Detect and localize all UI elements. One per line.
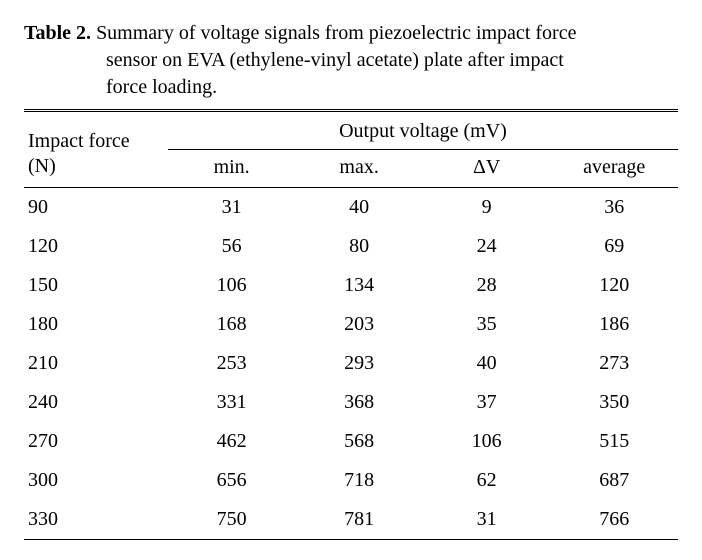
header-deltav: ΔV xyxy=(423,150,551,188)
cell-deltav: 40 xyxy=(423,344,551,383)
cell-min: 56 xyxy=(168,227,296,266)
cell-deltav: 62 xyxy=(423,461,551,500)
cell-max: 134 xyxy=(295,266,423,305)
cell-min: 168 xyxy=(168,305,296,344)
header-impact-force-l1: Impact force xyxy=(28,130,130,152)
table-row: 150 106 134 28 120 xyxy=(24,266,678,305)
cell-max: 40 xyxy=(295,188,423,228)
cell-min: 106 xyxy=(168,266,296,305)
caption-text-line3: force loading. xyxy=(106,76,217,98)
cell-max: 368 xyxy=(295,383,423,422)
cell-force: 270 xyxy=(24,422,168,461)
cell-deltav: 28 xyxy=(423,266,551,305)
table-row: 120 56 80 24 69 xyxy=(24,227,678,266)
cell-max: 80 xyxy=(295,227,423,266)
cell-force: 150 xyxy=(24,266,168,305)
header-average: average xyxy=(550,150,678,188)
table-body: 90 31 40 9 36 120 56 80 24 69 150 106 13… xyxy=(24,188,678,540)
cell-force: 90 xyxy=(24,188,168,228)
table-caption: Table 2. Summary of voltage signals from… xyxy=(24,20,678,101)
table-row: 180 168 203 35 186 xyxy=(24,305,678,344)
cell-average: 273 xyxy=(550,344,678,383)
cell-force: 300 xyxy=(24,461,168,500)
cell-max: 718 xyxy=(295,461,423,500)
cell-average: 350 xyxy=(550,383,678,422)
cell-average: 515 xyxy=(550,422,678,461)
cell-average: 36 xyxy=(550,188,678,228)
table-row: 210 253 293 40 273 xyxy=(24,344,678,383)
cell-max: 568 xyxy=(295,422,423,461)
table-row: 270 462 568 106 515 xyxy=(24,422,678,461)
cell-average: 766 xyxy=(550,500,678,540)
cell-min: 331 xyxy=(168,383,296,422)
cell-force: 330 xyxy=(24,500,168,540)
cell-average: 186 xyxy=(550,305,678,344)
cell-min: 656 xyxy=(168,461,296,500)
caption-label: Table 2. xyxy=(24,22,91,44)
cell-deltav: 9 xyxy=(423,188,551,228)
cell-force: 210 xyxy=(24,344,168,383)
header-impact-force: Impact force (N) xyxy=(24,111,168,188)
caption-text-line1: Summary of voltage signals from piezoele… xyxy=(91,22,576,44)
cell-average: 120 xyxy=(550,266,678,305)
caption-text-line2: sensor on EVA (ethylene-vinyl acetate) p… xyxy=(106,49,564,71)
table-row: 300 656 718 62 687 xyxy=(24,461,678,500)
cell-min: 750 xyxy=(168,500,296,540)
cell-min: 462 xyxy=(168,422,296,461)
header-impact-force-l2: (N) xyxy=(28,155,56,177)
data-table: Impact force (N) Output voltage (mV) min… xyxy=(24,109,678,540)
cell-average: 69 xyxy=(550,227,678,266)
cell-min: 253 xyxy=(168,344,296,383)
cell-average: 687 xyxy=(550,461,678,500)
cell-deltav: 106 xyxy=(423,422,551,461)
cell-min: 31 xyxy=(168,188,296,228)
cell-max: 203 xyxy=(295,305,423,344)
table-row: 330 750 781 31 766 xyxy=(24,500,678,540)
cell-max: 781 xyxy=(295,500,423,540)
cell-deltav: 37 xyxy=(423,383,551,422)
cell-max: 293 xyxy=(295,344,423,383)
cell-deltav: 35 xyxy=(423,305,551,344)
table-row: 90 31 40 9 36 xyxy=(24,188,678,228)
header-output-voltage: Output voltage (mV) xyxy=(168,111,678,150)
header-max: max. xyxy=(295,150,423,188)
cell-force: 180 xyxy=(24,305,168,344)
cell-force: 120 xyxy=(24,227,168,266)
cell-deltav: 31 xyxy=(423,500,551,540)
cell-deltav: 24 xyxy=(423,227,551,266)
header-min: min. xyxy=(168,150,296,188)
table-row: 240 331 368 37 350 xyxy=(24,383,678,422)
cell-force: 240 xyxy=(24,383,168,422)
